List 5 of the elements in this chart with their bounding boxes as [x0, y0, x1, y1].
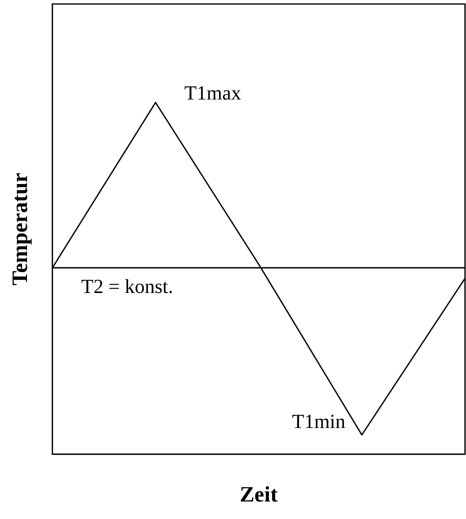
- annotation: T1max: [184, 82, 242, 104]
- y-axis-title: Temperatur: [6, 172, 32, 286]
- annotation: T1min: [292, 410, 346, 433]
- x-axis-title: Zeit: [240, 481, 278, 506]
- annotation: T2 = konst.: [81, 276, 174, 298]
